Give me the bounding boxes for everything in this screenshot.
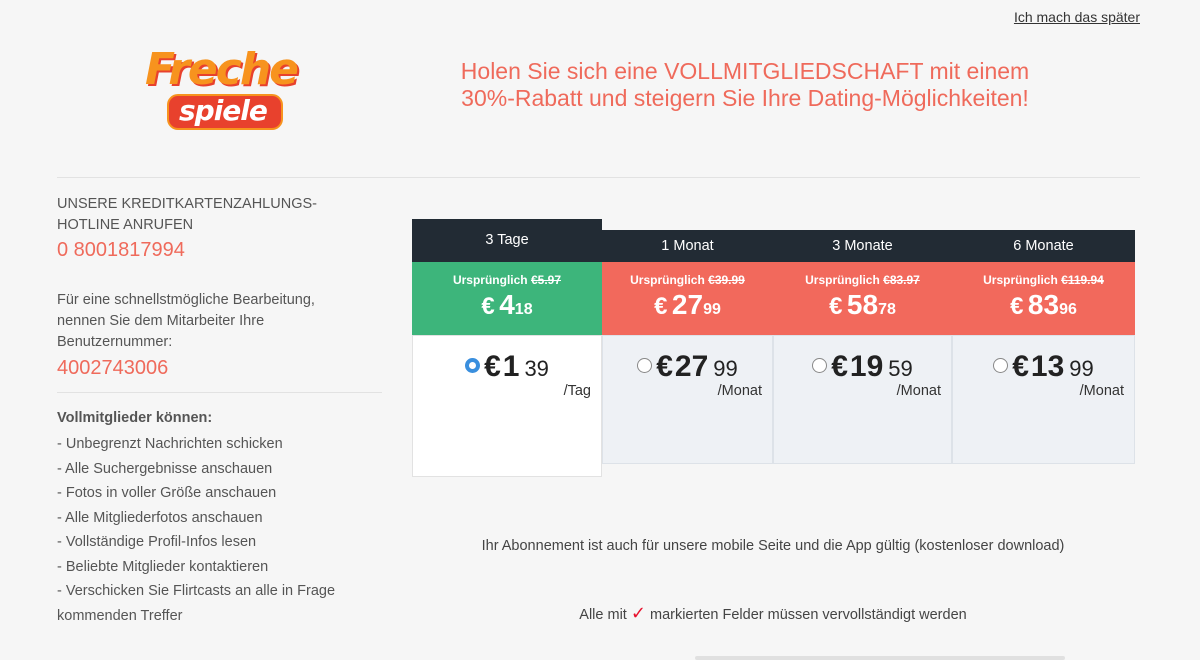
orig-label: Ursprünglich	[452, 273, 528, 287]
user-number: 4002743006	[57, 357, 169, 379]
promo-headline: Holen Sie sich eine VOLLMITGLIEDSCHAFT m…	[420, 58, 1070, 112]
plan-body[interactable]: € 19 59 /Monat	[773, 335, 952, 464]
benefit-item: - Beliebte Mitglieder kontaktieren	[57, 558, 269, 575]
currency: €	[654, 293, 668, 320]
hotline-title: UNSERE KREDITKARTENZAHLUNGS-HOTLINE ANRU…	[57, 196, 317, 233]
plan-title: 3 Tage	[412, 219, 602, 262]
per-minor: 39	[524, 356, 549, 381]
sidebar-divider	[57, 392, 382, 393]
currency: €	[1010, 293, 1024, 320]
skip-link[interactable]: Ich mach das später	[1013, 9, 1140, 25]
total-major: 27	[671, 289, 704, 320]
benefit-item: - Vollständige Profil-Infos lesen	[57, 534, 257, 550]
per-minor: 99	[1069, 356, 1094, 381]
hotline-phone: 0 8001817994	[57, 239, 185, 261]
plan-card-1-monat[interactable]: 1 Monat Ursprünglich €39.99 € 2799 € 27 …	[602, 219, 773, 464]
benefit-item: - Verschicken Sie Flirtcasts an alle in …	[57, 583, 336, 624]
required-prefix: Alle mit	[579, 607, 627, 623]
currency: €	[831, 350, 848, 383]
orig-price: €5.97	[530, 273, 562, 287]
currency: €	[481, 293, 495, 320]
plan-card-6-monate[interactable]: 6 Monate Ursprünglich €119.94 € 8396 € 1…	[952, 219, 1135, 464]
required-note: Alle mit ✓ markierten Felder müssen verv…	[412, 603, 1134, 624]
total-minor: 18	[514, 301, 533, 318]
benefit-item: - Unbegrenzt Nachrichten schicken	[57, 436, 283, 452]
currency: €	[656, 350, 673, 383]
per-minor: 99	[713, 356, 738, 381]
total-major: 4	[499, 289, 515, 320]
currency: €	[829, 293, 843, 320]
per-unit: /Tag	[563, 383, 591, 399]
benefits-list: - Unbegrenzt Nachrichten schicken - Alle…	[57, 432, 387, 628]
plan-body[interactable]: € 1 39 /Tag	[412, 335, 602, 477]
required-suffix: markierten Felder müssen vervollständigt…	[649, 607, 967, 623]
plan-card-3-monate[interactable]: 3 Monate Ursprünglich €83.97 € 5878 € 19…	[773, 219, 952, 464]
orig-label: Ursprünglich	[805, 273, 880, 287]
per-minor: 59	[888, 356, 913, 381]
sidebar: UNSERE KREDITKARTENZAHLUNGS-HOTLINE ANRU…	[57, 194, 387, 628]
plan-title: 1 Monat	[602, 230, 773, 262]
per-major: 19	[849, 350, 884, 383]
processing-text: Für eine schnellstmögliche Bearbeitung, …	[57, 292, 315, 350]
orig-label: Ursprünglich	[630, 273, 705, 287]
plan-body[interactable]: € 27 99 /Monat	[602, 335, 773, 464]
plan-radio[interactable]	[465, 358, 481, 373]
plan-total-price: Ursprünglich €39.99 € 2799	[602, 262, 773, 335]
orig-price: €119.94	[1061, 273, 1104, 287]
total-minor: 96	[1059, 301, 1077, 318]
plan-body[interactable]: € 13 99 /Monat	[952, 335, 1135, 464]
headline-line-1: Holen Sie sich eine VOLLMITGLIEDSCHAFT m…	[460, 58, 1030, 84]
form-field-edge	[695, 656, 1065, 660]
orig-label: Ursprünglich	[983, 273, 1058, 287]
per-unit: /Monat	[1079, 383, 1124, 399]
logo-text-top: Freche	[145, 44, 299, 95]
logo-pill	[167, 94, 283, 130]
per-unit: /Monat	[717, 383, 762, 399]
plan-radio[interactable]	[993, 358, 1009, 373]
orig-price: €83.97	[883, 273, 920, 287]
plan-total-price: Ursprünglich €5.97 € 418	[412, 262, 602, 335]
currency: €	[484, 350, 501, 383]
plan-total-price: Ursprünglich €83.97 € 5878	[773, 262, 952, 335]
benefits-title: Vollmitglieder können:	[57, 410, 213, 426]
benefit-item: - Fotos in voller Größe anschauen	[57, 485, 277, 501]
plan-title: 3 Monate	[773, 230, 952, 262]
benefit-item: - Alle Suchergebnisse anschauen	[57, 460, 273, 477]
per-major: 27	[674, 350, 709, 383]
benefit-item: - Alle Mitgliederfotos anschauen	[57, 509, 263, 526]
per-major: 13	[1030, 350, 1065, 383]
header-divider	[57, 177, 1140, 178]
per-major: 1	[502, 350, 520, 383]
per-unit: /Monat	[896, 383, 941, 399]
orig-price: €39.99	[708, 273, 745, 287]
logo-text-bottom: spiele	[179, 94, 268, 127]
plan-title: 6 Monate	[952, 230, 1135, 262]
checkmark-icon: ✓	[630, 603, 646, 623]
total-minor: 78	[878, 301, 896, 318]
total-minor: 99	[703, 301, 721, 318]
plan-card-3-tage[interactable]: 3 Tage Ursprünglich €5.97 € 418 € 1 39 /…	[412, 219, 602, 477]
plan-total-price: Ursprünglich €119.94 € 8396	[952, 262, 1135, 335]
mobile-note: Ihr Abonnement ist auch für unsere mobil…	[481, 538, 1065, 554]
currency: €	[1012, 350, 1029, 383]
total-major: 58	[846, 289, 879, 320]
plan-radio[interactable]	[637, 358, 653, 373]
plan-radio[interactable]	[812, 358, 828, 373]
total-major: 83	[1027, 289, 1060, 320]
headline-line-2: 30%-Rabatt und steigern Sie Ihre Dating-…	[461, 85, 1029, 111]
site-logo: Freche spiele	[143, 44, 299, 136]
